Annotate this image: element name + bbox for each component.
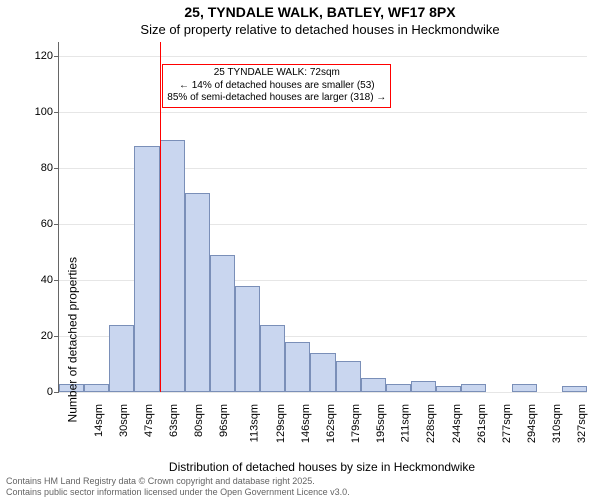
gridline xyxy=(59,112,587,113)
callout-line: ← 14% of detached houses are smaller (53… xyxy=(167,80,386,93)
x-tick-label: 327sqm xyxy=(576,404,588,443)
histogram-bar xyxy=(386,384,411,392)
x-tick-label: 146sqm xyxy=(300,404,312,443)
histogram-bar xyxy=(562,386,587,392)
histogram-bar xyxy=(310,353,335,392)
x-tick-label: 47sqm xyxy=(143,404,155,437)
y-axis-label: Number of detached properties xyxy=(66,174,80,339)
x-tick-label: 244sqm xyxy=(451,404,463,443)
histogram-bar xyxy=(210,255,235,392)
chart-title-line1: 25, TYNDALE WALK, BATLEY, WF17 8PX xyxy=(50,4,590,20)
x-tick-label: 211sqm xyxy=(400,404,412,442)
histogram-bar xyxy=(436,386,461,392)
callout-box: 25 TYNDALE WALK: 72sqm← 14% of detached … xyxy=(162,64,391,108)
footer-line2: Contains public sector information licen… xyxy=(6,487,350,498)
chart-title-line2: Size of property relative to detached ho… xyxy=(50,22,590,37)
x-tick-label: 14sqm xyxy=(93,404,105,437)
y-tick-label: 20 xyxy=(3,330,53,342)
x-tick-label: 294sqm xyxy=(526,404,538,443)
y-tick-label: 80 xyxy=(3,162,53,174)
gridline xyxy=(59,56,587,57)
x-tick-label: 195sqm xyxy=(375,404,387,443)
callout-line: 25 TYNDALE WALK: 72sqm xyxy=(167,67,386,80)
gridline xyxy=(59,392,587,393)
histogram-bar xyxy=(512,384,537,392)
x-tick-label: 129sqm xyxy=(275,404,287,443)
y-tick-label: 60 xyxy=(3,218,53,230)
y-tick-label: 40 xyxy=(3,274,53,286)
plot-area: 02040608010012014sqm30sqm47sqm63sqm80sqm… xyxy=(58,42,587,393)
x-tick-label: 30sqm xyxy=(118,404,130,437)
x-tick-label: 228sqm xyxy=(426,404,438,443)
histogram-bar xyxy=(160,140,185,392)
footer-line1: Contains HM Land Registry data © Crown c… xyxy=(6,476,350,487)
x-tick-label: 179sqm xyxy=(350,404,362,443)
histogram-bar xyxy=(361,378,386,392)
x-tick-label: 113sqm xyxy=(249,404,261,442)
histogram-bar xyxy=(134,146,159,392)
histogram-bar xyxy=(185,193,210,392)
histogram-bar xyxy=(336,361,361,392)
histogram-bar xyxy=(109,325,134,392)
x-tick-label: 80sqm xyxy=(193,404,205,437)
x-tick-label: 277sqm xyxy=(501,404,513,443)
y-tick-label: 0 xyxy=(3,386,53,398)
histogram-bar xyxy=(461,384,486,392)
x-tick-label: 261sqm xyxy=(476,404,488,443)
x-tick-label: 310sqm xyxy=(551,404,563,443)
callout-line: 85% of semi-detached houses are larger (… xyxy=(167,92,386,105)
x-tick-label: 63sqm xyxy=(168,404,180,437)
chart-footer: Contains HM Land Registry data © Crown c… xyxy=(6,476,350,499)
histogram-chart: 25, TYNDALE WALK, BATLEY, WF17 8PX Size … xyxy=(0,0,600,500)
x-axis-label: Distribution of detached houses by size … xyxy=(58,460,586,474)
y-tick-label: 100 xyxy=(3,106,53,118)
histogram-bar xyxy=(260,325,285,392)
x-tick-label: 96sqm xyxy=(218,404,230,437)
histogram-bar xyxy=(411,381,436,392)
histogram-bar xyxy=(235,286,260,392)
histogram-bar xyxy=(285,342,310,392)
histogram-bar xyxy=(84,384,109,392)
x-tick-label: 162sqm xyxy=(325,404,337,443)
y-tick-label: 120 xyxy=(3,50,53,62)
reference-line xyxy=(160,42,161,392)
